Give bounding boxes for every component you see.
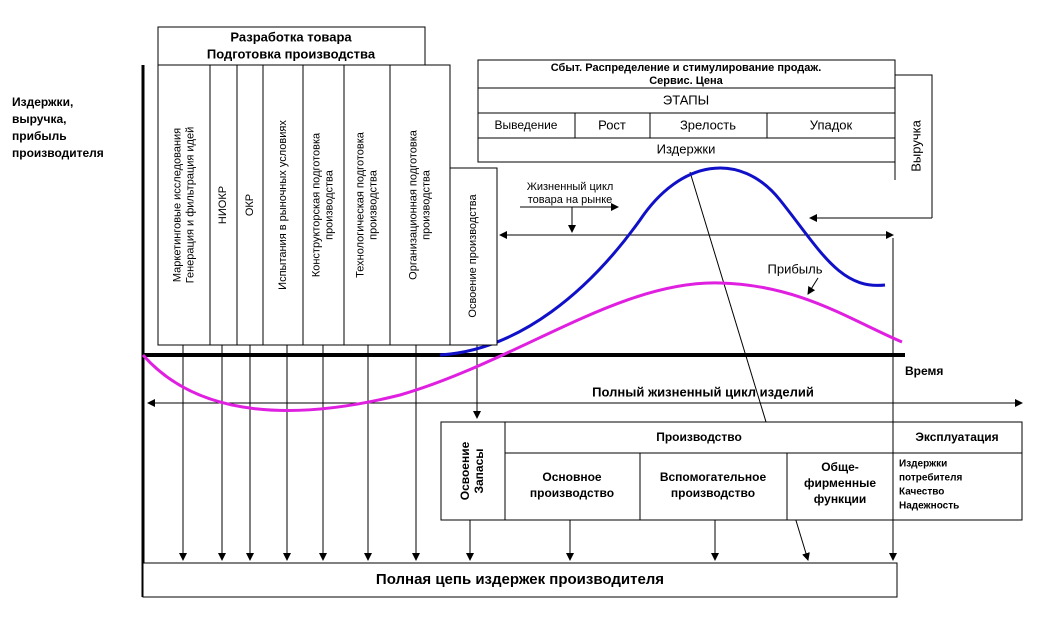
consumer: Издержки [899,459,947,470]
sub-col: функции [814,492,866,506]
dev-column-label: производства [323,169,335,240]
stocks: Запасы [472,448,486,493]
stage: Упадок [810,117,853,132]
sales-title: Сервис. Цена [649,75,723,87]
sub-col: Обще- [821,460,859,474]
sub-col: Вспомогательное [660,470,767,484]
production: Производство [656,430,742,444]
dev-columns: Маркетинговые исследования Генерация и фи… [171,120,479,318]
sales-title: Сбыт. Распределение и стимулирование про… [551,62,822,74]
exploitation: Эксплуатация [915,430,998,444]
dev-column-label: Конструкторская подготовка [310,132,322,277]
market-cycle: товара на рынке [528,194,613,206]
time-label: Время [905,364,943,378]
stage: Выведение [495,118,558,132]
stocks: Освоение [458,441,472,500]
stage: Зрелость [680,117,736,132]
market-cycle: Жизненный цикл [527,181,614,193]
total-chain-box [142,562,898,598]
full-cycle-label: Полный жизненный цикл изделий [592,384,814,399]
dev-column-label: Организационная подготовка [407,129,419,280]
revenue-curve [439,166,886,357]
dev-column-label: Технологическая подготовка [354,131,366,278]
dev-column-label: ОКР [244,194,256,216]
sales-costs: Издержки [657,141,716,156]
dev-title: Подготовка производства [207,46,376,61]
sales-box [477,59,896,163]
y-label-line: прибыль [12,129,67,143]
bottom-table [440,421,1023,521]
dev-column-label: Освоение производства [467,194,479,318]
column-dividers [209,65,391,345]
dev-title-box [157,26,426,66]
dev-title: Разработка товара [230,29,352,44]
dev-column-label: производства [420,169,432,240]
consumer: Надежность [899,501,959,512]
dev-columns-box [157,64,451,346]
revenue-box [895,74,933,218]
dev-column-label: Генерация и фильтрация идей [184,127,196,283]
stage: Рост [598,117,626,132]
profit-label: Прибыль [768,261,823,276]
sub-col: производство [530,486,614,500]
y-label-line: выручка, [12,112,66,126]
sub-col: Основное [542,470,602,484]
dev-column-label: Испытания в рыночных условиях [277,120,289,290]
dev-column-label: производства [367,169,379,240]
profit-curve [141,281,903,412]
consumer: потребителя [899,472,962,484]
dev-column-label: НИОКР [217,186,229,224]
consumer: Качество [899,487,944,498]
y-axis-label: Издержки, выручка, прибыль производителя [12,95,104,160]
stages-header: ЭТАПЫ [663,92,709,107]
mastering-box [449,167,498,346]
revenue-label: Выручка [908,119,923,171]
y-label-line: Издержки, [12,95,73,109]
y-label-line: производителя [12,146,104,160]
sub-col: фирменные [804,476,876,490]
total-chain: Полная цепь издержек производителя [376,571,664,588]
sub-col: производство [671,486,755,500]
dev-column-label: Маркетинговые исследования [171,128,183,282]
